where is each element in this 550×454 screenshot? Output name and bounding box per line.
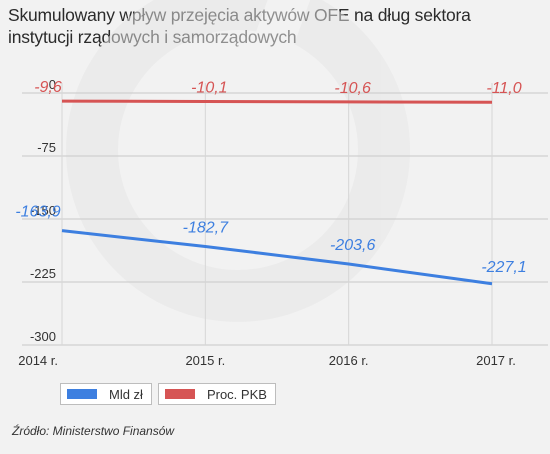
data-label: -11,0: [486, 80, 521, 97]
y-tick-label: -150: [30, 203, 56, 218]
y-tick-label: -225: [30, 266, 56, 281]
series-line-mld-zl: [61, 229, 493, 286]
y-tick-label: -300: [30, 329, 56, 344]
data-label: -227,1: [481, 259, 526, 276]
x-tick-label: 2016 r.: [329, 353, 369, 368]
x-tick-label: 2017 r.: [476, 353, 516, 368]
legend-item-proc-pkb[interactable]: Proc. PKB: [157, 383, 276, 405]
axes: 0 -75 -150 -225 -300 2014 r. 2015 r. 2016 r. 201…: [18, 77, 516, 368]
watermark-logo: [66, 0, 410, 322]
grid-lines: [22, 83, 548, 346]
data-label: -10,6: [334, 80, 371, 97]
x-tick-label: 2014 r.: [18, 353, 58, 368]
y-tick-label: -75: [37, 140, 56, 155]
legend: Mld zł Proc. PKB: [60, 383, 276, 405]
data-label: -203,6: [330, 237, 375, 254]
x-tick-label: 2015 r.: [185, 353, 225, 368]
series-line-proc-pkb: [61, 99, 493, 104]
data-label: -182,7: [183, 219, 229, 236]
data-label: -10,1: [191, 79, 227, 96]
legend-swatch-red: [164, 389, 195, 399]
legend-item-mld-zl[interactable]: Mld zł: [60, 383, 152, 405]
series-lines: [61, 99, 493, 286]
data-label: -9,6: [34, 79, 62, 96]
y-tick-label: 0: [49, 77, 56, 92]
source-note: Źródło: Ministerstwo Finansów: [12, 424, 175, 438]
legend-label: Mld zł: [109, 386, 143, 402]
legend-label: Proc. PKB: [206, 386, 267, 402]
data-label: -163,9: [15, 204, 60, 221]
legend-swatch-blue: [67, 389, 97, 399]
data-labels: -163,9 -182,7 -203,6 -227,1 -9,6 -10,1 -10,6 -1…: [15, 79, 526, 276]
